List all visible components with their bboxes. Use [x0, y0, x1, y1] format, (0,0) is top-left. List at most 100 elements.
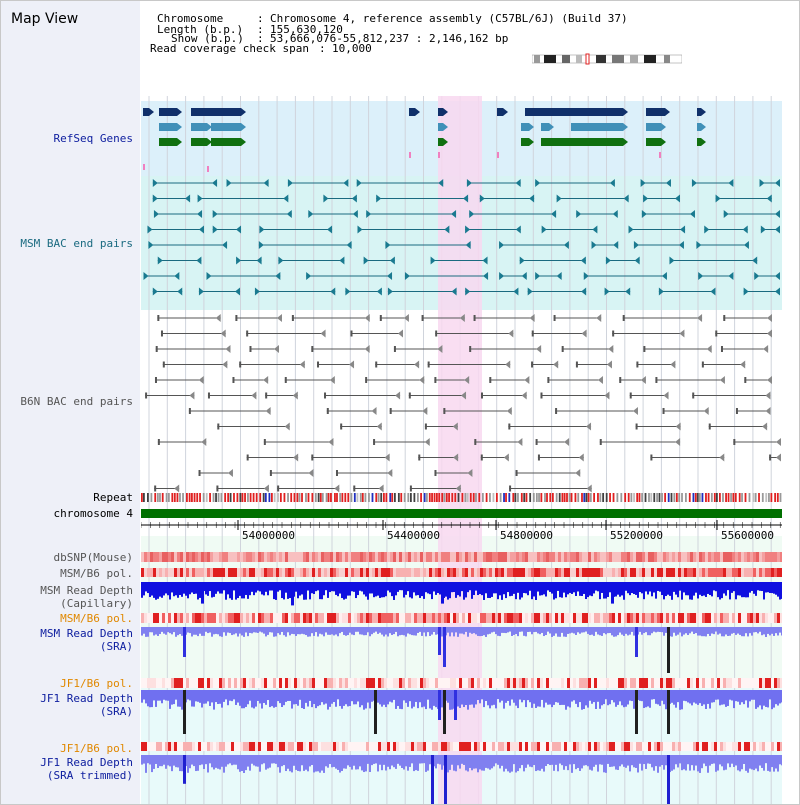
heat-cell [201, 678, 204, 688]
depth-bar [359, 627, 361, 635]
depth-bar [249, 627, 251, 633]
depth-bar [243, 690, 245, 709]
heat-cell [198, 568, 201, 577]
depth-bar [323, 755, 325, 773]
heat-cell [768, 613, 771, 623]
gene-exon [646, 138, 661, 146]
genome-track-canvas[interactable]: 54000000 54400000 54800000 55200000 55600000 [141, 96, 782, 805]
repeat-element [330, 493, 332, 502]
heat-cell [222, 742, 225, 751]
heat-cell [522, 742, 525, 751]
depth-bar [401, 690, 403, 710]
repeat-element [433, 493, 436, 502]
track-label-msm-b6-pol-1[interactable]: MSM/B6 pol. [60, 567, 133, 580]
depth-bar [559, 755, 561, 764]
track-label-msm-depth-sra[interactable]: MSM Read Depth [40, 627, 133, 640]
depth-bar [781, 755, 782, 766]
heat-cell [393, 613, 396, 623]
track-label-dbsnp[interactable]: dbSNP(Mouse) [53, 551, 133, 564]
repeat-element [563, 493, 566, 502]
repeat-element [279, 493, 282, 502]
repeat-element [675, 493, 678, 502]
bac-end-glyph [185, 194, 191, 203]
heat-cell [480, 552, 483, 562]
heat-cell [504, 678, 507, 688]
track-label-jf1-b6-pol-1[interactable]: JF1/B6 pol. [60, 677, 133, 690]
heat-cell [171, 742, 174, 751]
bac-end-glyph [147, 225, 153, 234]
heat-cell [408, 568, 411, 577]
bac-end-glyph [217, 423, 220, 430]
track-label-msm-bac[interactable]: MSM BAC end pairs [20, 237, 133, 250]
repeat-element [171, 493, 174, 502]
heat-cell [687, 742, 690, 751]
bac-end-glyph [256, 256, 262, 265]
heat-cell [693, 552, 696, 562]
depth-bar [505, 627, 507, 634]
depth-bar [693, 582, 695, 596]
bac-end-glyph [698, 272, 704, 280]
bac-end-glyph [339, 256, 345, 265]
heat-cell [555, 613, 558, 623]
depth-bar [265, 690, 267, 705]
track-label-b6n-bac[interactable]: B6N BAC end pairs [20, 395, 133, 408]
heat-cell [282, 678, 285, 688]
bac-end-glyph [225, 345, 231, 353]
heat-cell [273, 613, 276, 623]
heat-cell [774, 568, 777, 577]
bac-end-glyph [366, 210, 372, 218]
depth-bar [217, 582, 219, 592]
heat-cell [705, 552, 708, 562]
bac-end-glyph [556, 272, 562, 280]
depth-bar [687, 627, 689, 636]
heat-cell [375, 552, 378, 562]
heat-cell [690, 678, 693, 688]
heat-cell [441, 742, 444, 751]
depth-spike [635, 627, 638, 657]
heat-cell [690, 613, 693, 623]
depth-bar [733, 755, 735, 767]
heat-cell [144, 742, 147, 751]
depth-bar [481, 582, 483, 596]
track-label-jf1-depth-trimmed[interactable]: JF1 Read Depth [40, 756, 133, 769]
heat-cell [147, 742, 150, 751]
track-label-jf1-depth-sra[interactable]: JF1 Read Depth [40, 692, 133, 705]
depth-bar [147, 627, 149, 637]
track-label-msm-b6-pol-2[interactable]: MSM/B6 pol. [60, 612, 133, 625]
bac-end-glyph [376, 194, 382, 203]
bac-end-glyph [612, 330, 615, 337]
repeat-element [529, 493, 532, 502]
heat-cell [204, 678, 207, 688]
depth-bar [705, 627, 707, 637]
depth-bar [633, 582, 635, 595]
heat-cell [333, 568, 336, 577]
depth-bar [327, 755, 329, 768]
bac-end-glyph [236, 256, 242, 265]
track-label-msm-depth-capillary[interactable]: MSM Read Depth [40, 584, 133, 597]
depth-bar [593, 690, 595, 703]
repeat-element [754, 493, 757, 502]
heat-cell [465, 613, 468, 623]
depth-bar [689, 755, 691, 771]
heat-cell [570, 678, 573, 688]
track-label-repeat[interactable]: Repeat [93, 491, 133, 504]
depth-bar [303, 755, 305, 771]
heat-cell [681, 552, 684, 562]
depth-bar [573, 627, 575, 634]
track-label-jf1-b6-pol-2[interactable]: JF1/B6 pol. [60, 742, 133, 755]
depth-bar [147, 755, 149, 764]
depth-bar [213, 582, 215, 597]
chromosome-ideogram[interactable] [532, 53, 682, 65]
heat-cell [408, 742, 411, 751]
heat-cell [720, 678, 723, 688]
track-label-refseq[interactable]: RefSeq Genes [53, 132, 133, 145]
heat-cell [192, 613, 195, 623]
track-label-panel [1, 1, 140, 804]
depth-bar [189, 582, 191, 595]
heat-cell [303, 678, 306, 688]
heat-cell [474, 613, 477, 623]
depth-bar [531, 627, 533, 635]
heat-cell [207, 613, 210, 623]
heat-cell [684, 678, 687, 688]
depth-bar [719, 755, 721, 765]
